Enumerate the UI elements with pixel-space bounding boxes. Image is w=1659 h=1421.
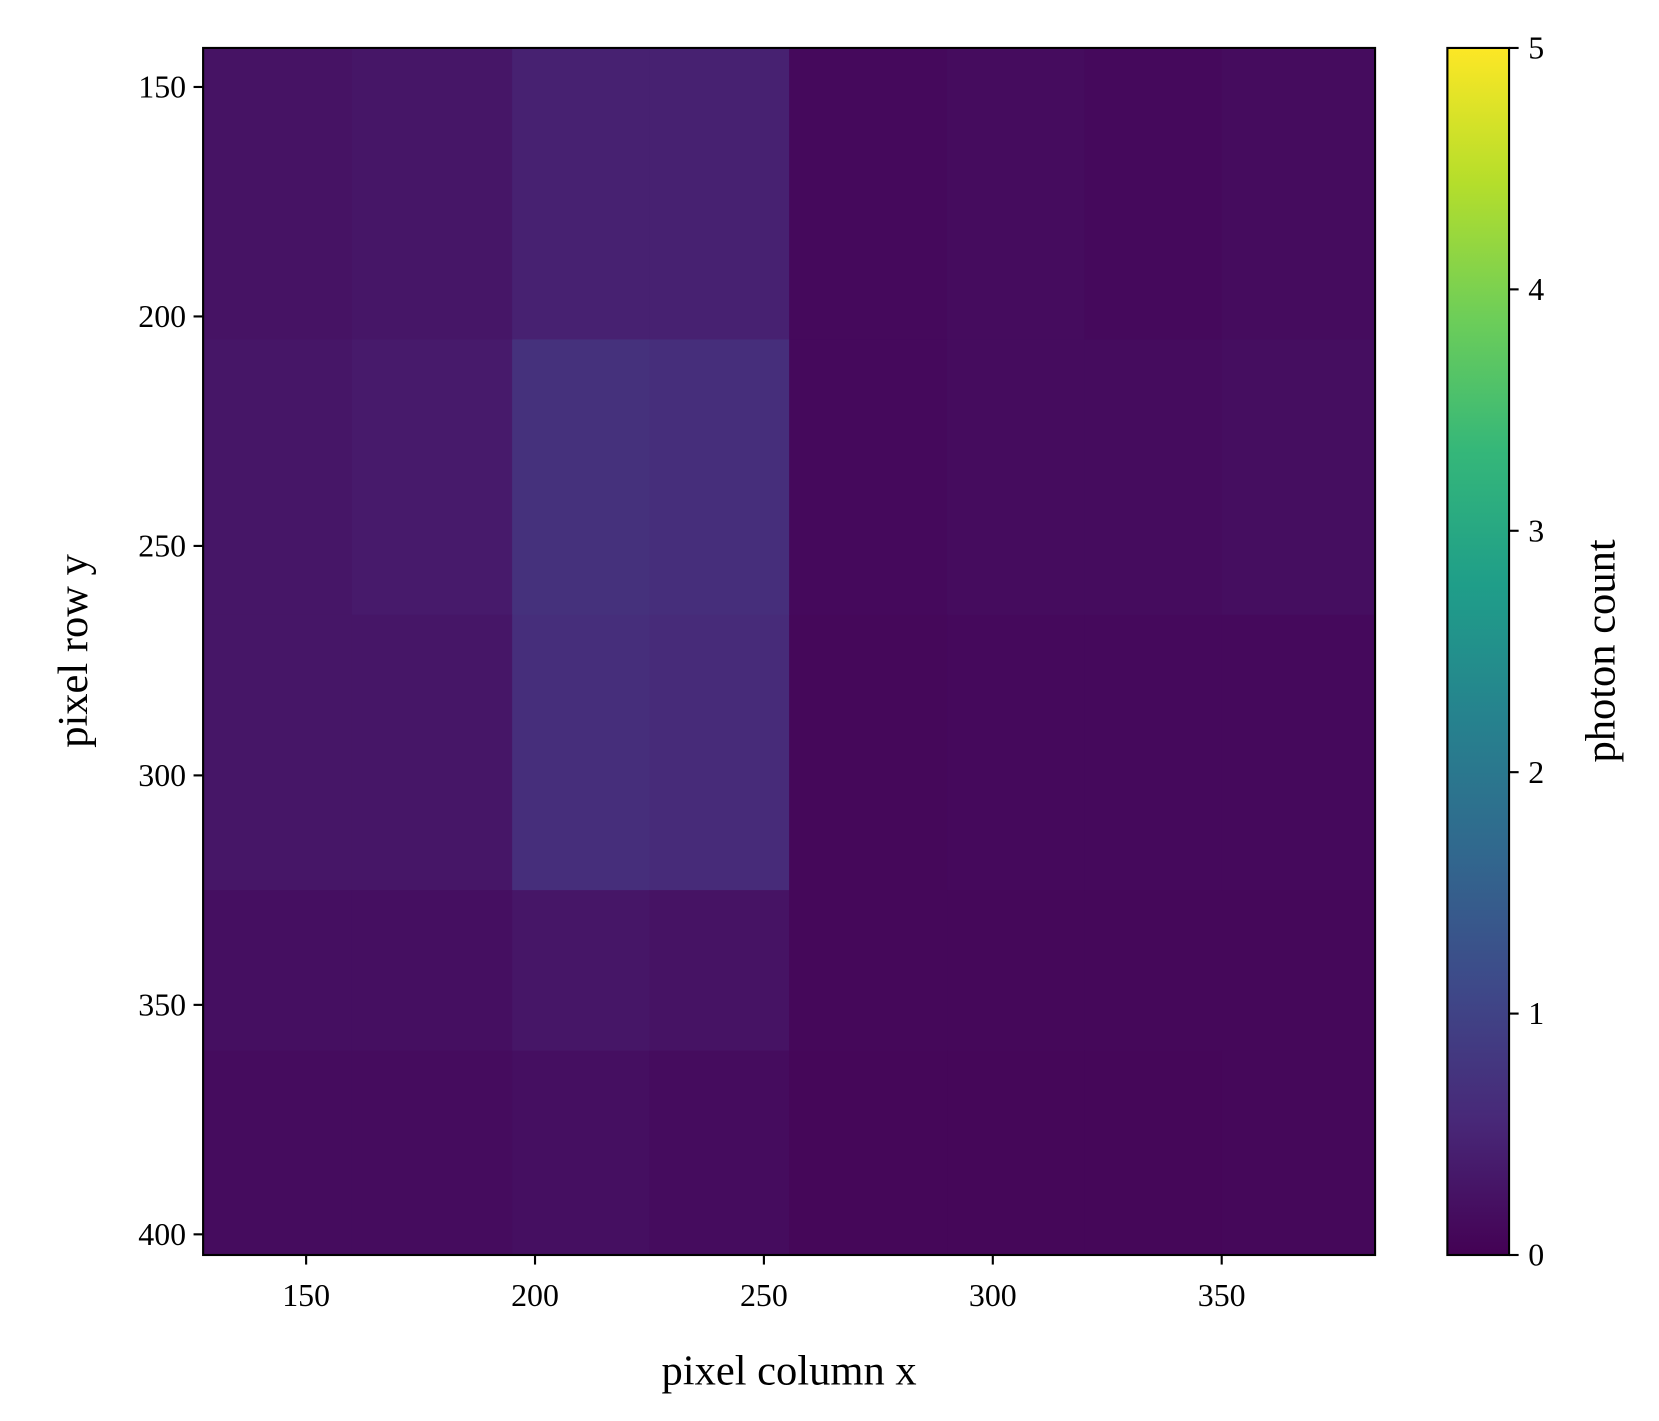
x-tick-label: 350 — [1198, 1278, 1246, 1313]
y-tick-label: 350 — [138, 988, 186, 1023]
heatmap-cell — [649, 47, 790, 340]
heatmap-cell — [947, 1050, 1085, 1256]
heatmap-cell — [789, 47, 948, 340]
colorbar-tick-label: 2 — [1528, 755, 1544, 790]
colorbar-tick-label: 5 — [1528, 31, 1544, 66]
heatmap-cell — [1221, 614, 1376, 891]
heatmap-cell — [203, 614, 353, 891]
heatmap-cell — [512, 47, 650, 340]
heatmap-cell — [351, 614, 513, 891]
y-tick-label: 150 — [138, 70, 186, 105]
heatmap-cell — [649, 890, 790, 1052]
heatmap-cell — [649, 339, 790, 616]
heatmap-cell — [1084, 890, 1223, 1052]
heatmap-cell — [1221, 1050, 1376, 1256]
heatmap-cell — [351, 890, 513, 1052]
x-tick-label: 250 — [740, 1278, 788, 1313]
colorbar-tick-label: 1 — [1528, 996, 1544, 1031]
heatmap-cell — [351, 1050, 513, 1256]
heatmap-cell — [789, 614, 948, 891]
heatmap-cell — [789, 339, 948, 616]
x-axis-label: pixel column x — [662, 1348, 917, 1395]
x-tick-label: 300 — [969, 1278, 1017, 1313]
y-tick-label: 300 — [138, 758, 186, 793]
heatmap-cell — [1084, 339, 1223, 616]
colorbar-tick-label: 4 — [1528, 272, 1544, 307]
x-tick-label: 200 — [511, 1278, 559, 1313]
heatmap-cell — [649, 614, 790, 891]
heatmap-cell — [203, 47, 353, 340]
heatmap-cell — [1084, 614, 1223, 891]
heatmap-cell — [203, 890, 353, 1052]
y-axis-label: pixel row y — [50, 553, 97, 747]
heatmap-cell — [789, 1050, 948, 1256]
x-tick-label: 150 — [282, 1278, 330, 1313]
heatmap-cell — [203, 339, 353, 616]
heatmap-cell — [512, 890, 650, 1052]
heatmap-cell — [512, 1050, 650, 1256]
y-tick-label: 400 — [138, 1217, 186, 1252]
heatmap-cell — [512, 339, 650, 616]
heatmap-cell — [947, 47, 1085, 340]
colorbar-tick-label: 3 — [1528, 513, 1544, 548]
colorbar — [1446, 46, 1511, 1257]
colorbar-tick-label: 0 — [1528, 1238, 1544, 1273]
plot-frame — [202, 46, 1377, 1257]
heatmap-cell — [947, 890, 1085, 1052]
heatmap-cell — [1084, 1050, 1223, 1256]
heatmap-cell — [649, 1050, 790, 1256]
colorbar-label: photon count — [1577, 539, 1624, 762]
heatmap-cell — [789, 890, 948, 1052]
y-tick-label: 250 — [138, 529, 186, 564]
heatmap-cell — [512, 614, 650, 891]
heatmap-cell — [947, 614, 1085, 891]
heatmap-cell — [1221, 339, 1376, 616]
heatmap-cell — [947, 339, 1085, 616]
heatmap-cell — [1221, 47, 1376, 340]
heatmap-cell — [351, 47, 513, 340]
heatmap-cell — [203, 1050, 353, 1256]
y-tick-label: 200 — [138, 299, 186, 334]
heatmap-cell — [1084, 47, 1223, 340]
heatmap-cell — [351, 339, 513, 616]
heatmap-cell — [1221, 890, 1376, 1052]
